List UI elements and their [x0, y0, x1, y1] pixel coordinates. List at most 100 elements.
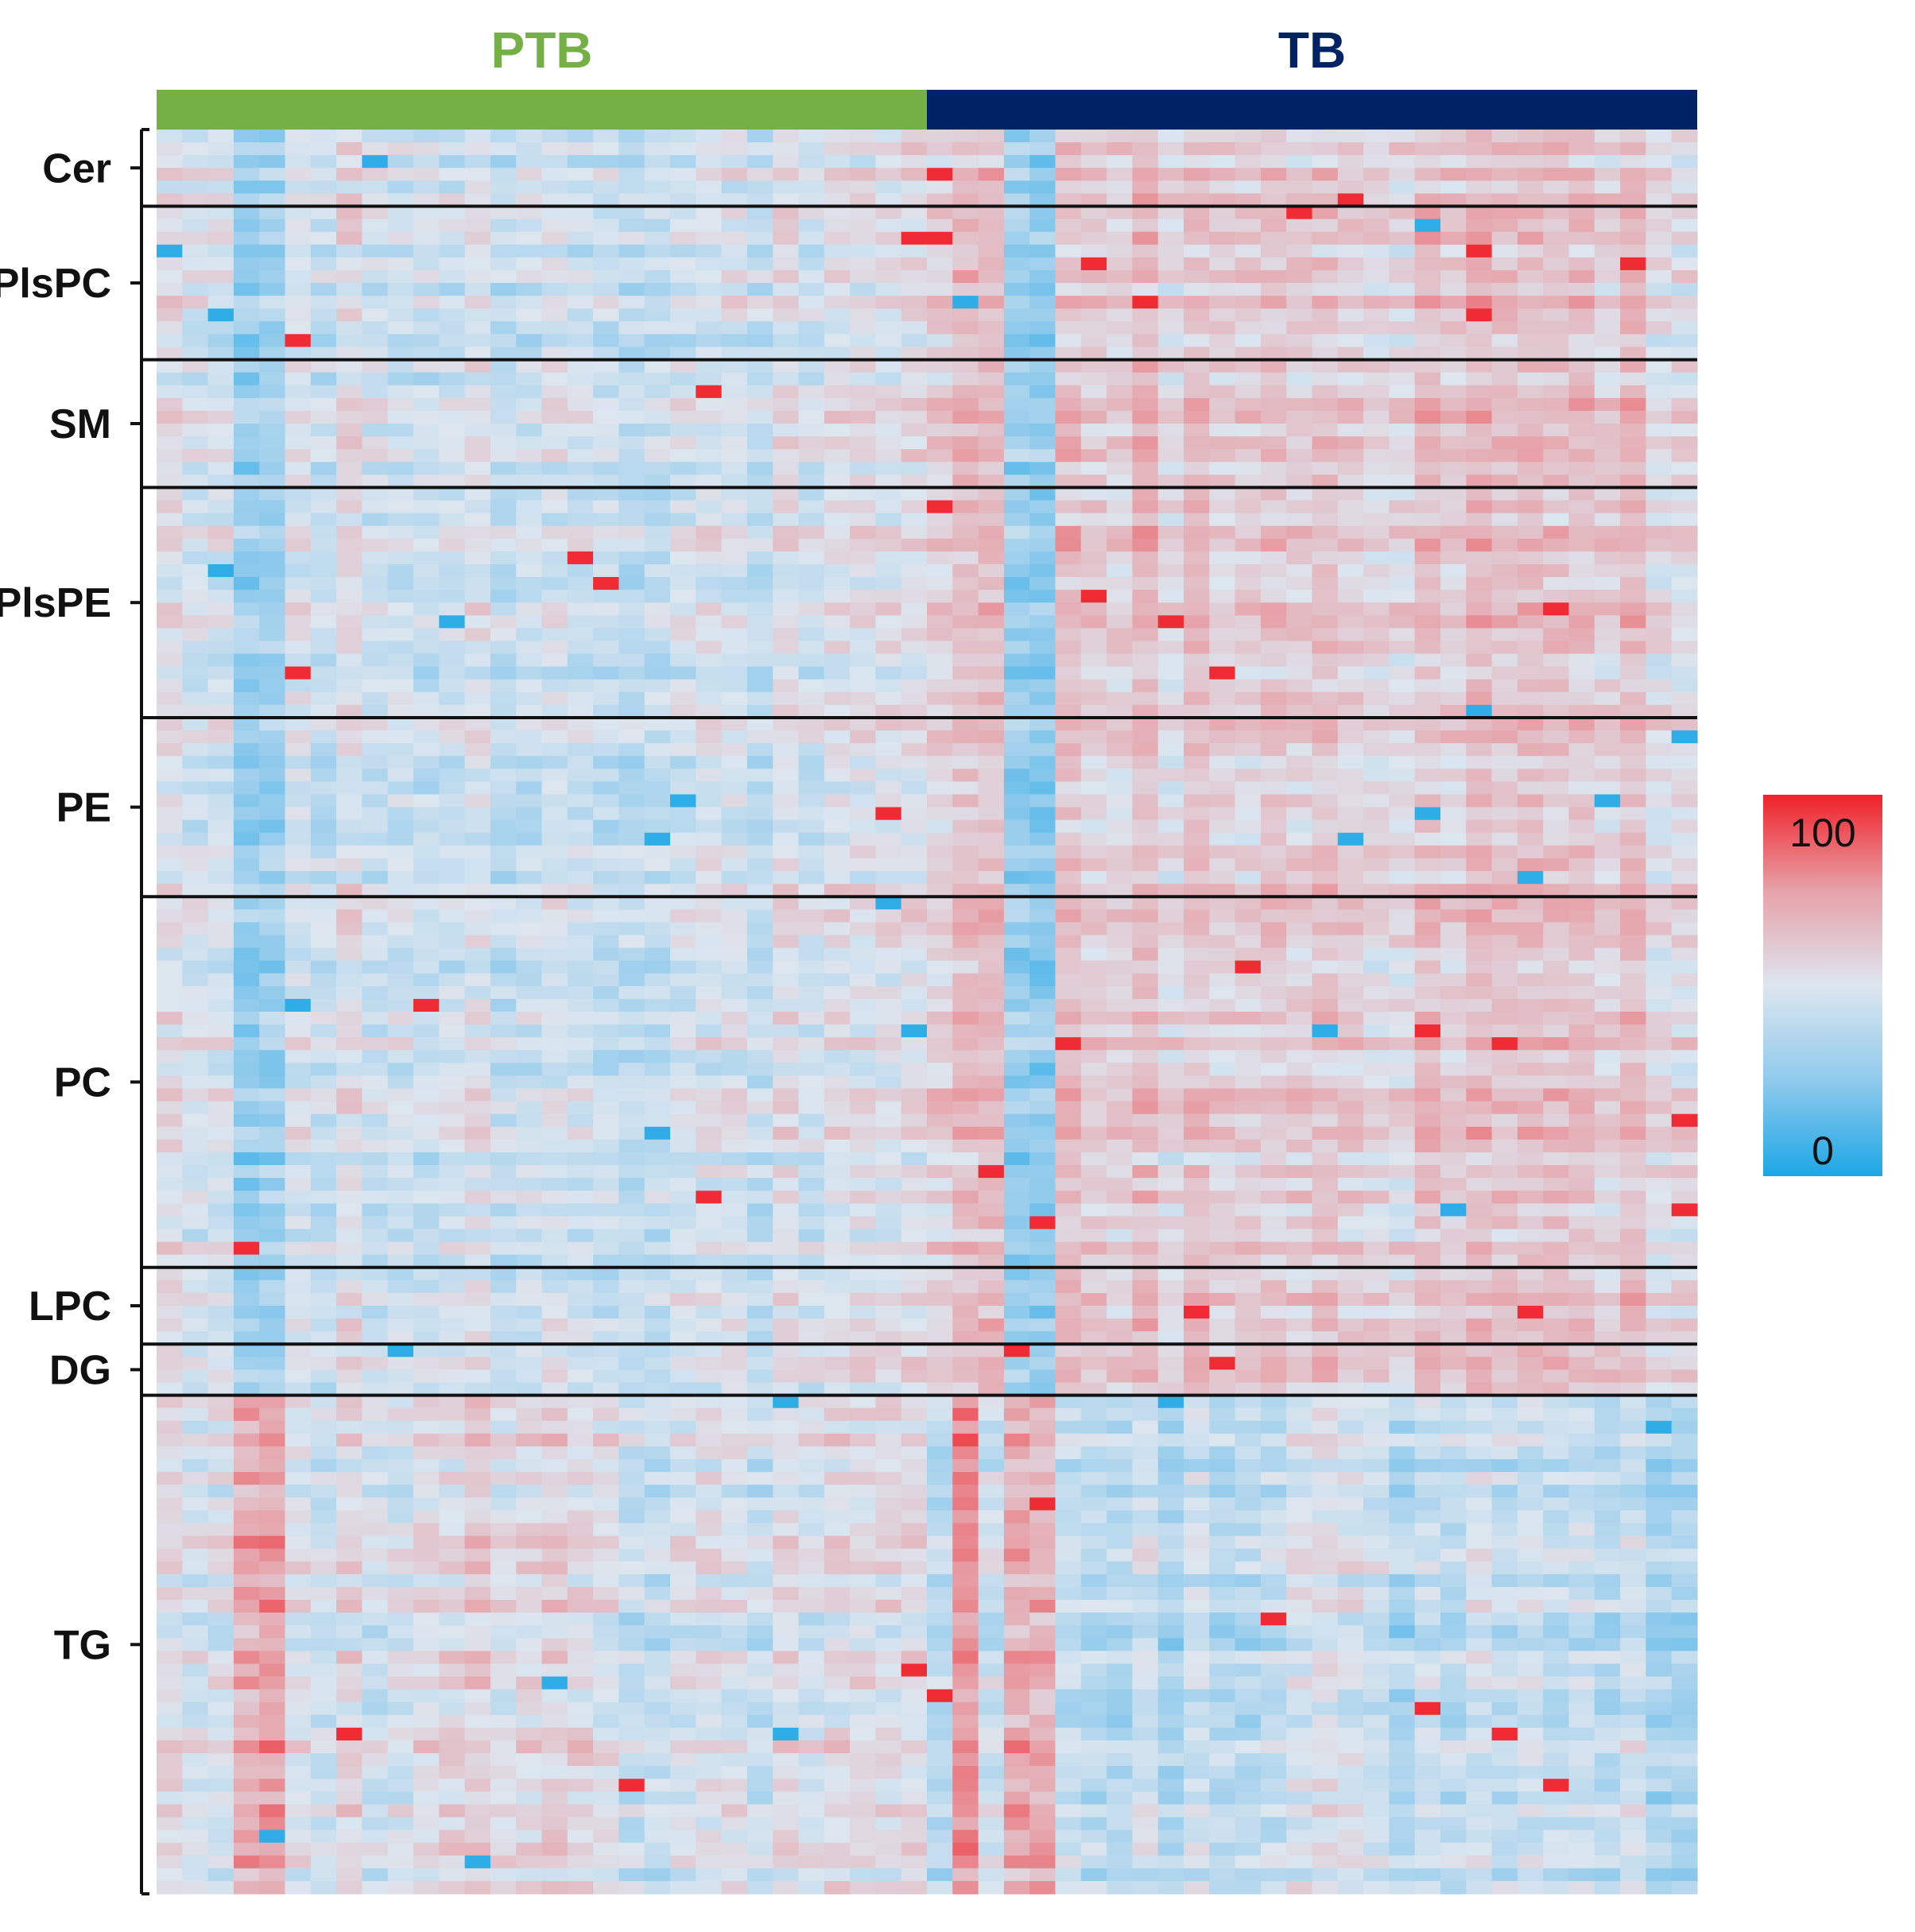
heatmap-cell	[1235, 922, 1262, 936]
heatmap-cell	[1414, 436, 1441, 450]
heatmap-cell	[1003, 219, 1030, 233]
heatmap-cell	[490, 385, 517, 399]
heatmap-cell	[875, 1050, 902, 1063]
heatmap-cell	[1080, 436, 1107, 450]
heatmap-cell	[696, 679, 723, 693]
heatmap-cell	[1235, 436, 1262, 450]
heatmap-cell	[644, 269, 671, 284]
heatmap-cell	[1440, 231, 1467, 246]
heatmap-cell	[1184, 244, 1210, 258]
heatmap-cell	[798, 525, 825, 540]
heatmap-cell	[824, 231, 851, 246]
heatmap-cell	[1491, 998, 1518, 1012]
heatmap-cell	[1466, 180, 1493, 195]
heatmap-cell	[1157, 871, 1184, 885]
heatmap-cell	[593, 1024, 619, 1038]
heatmap-cell	[1209, 1165, 1236, 1179]
heatmap-cell	[644, 1050, 671, 1063]
heatmap-cell	[1003, 257, 1030, 271]
heatmap-cell	[541, 628, 568, 642]
heatmap-cell	[567, 653, 594, 668]
heatmap-cell	[746, 283, 773, 296]
heatmap-cell	[773, 858, 800, 872]
heatmap-cell	[875, 845, 902, 859]
heatmap-cell	[1157, 730, 1184, 744]
heatmap-cell	[978, 807, 1005, 821]
heatmap-cell	[1646, 359, 1673, 374]
heatmap-cell	[593, 385, 619, 399]
heatmap-cell	[850, 500, 876, 514]
heatmap-cell	[516, 628, 543, 642]
heatmap-cell	[618, 807, 645, 821]
heatmap-cell	[439, 691, 466, 706]
heatmap-cell	[721, 525, 748, 540]
heatmap-cell	[1568, 628, 1595, 642]
heatmap-cell	[1029, 781, 1056, 796]
heatmap-cell	[1286, 1152, 1313, 1166]
heatmap-cell	[978, 219, 1005, 233]
heatmap-cell	[1594, 142, 1621, 156]
heatmap-cell	[387, 973, 414, 987]
heatmap-cell	[1132, 858, 1159, 872]
heatmap-cell	[1029, 449, 1056, 463]
heatmap-cell	[1337, 269, 1364, 284]
heatmap-cell	[1003, 615, 1030, 629]
heatmap-cell	[1029, 1063, 1056, 1077]
heatmap-cell	[1440, 935, 1467, 949]
heatmap-cell	[773, 1037, 800, 1051]
heatmap-cell	[1286, 590, 1313, 603]
heatmap-cell	[1337, 410, 1364, 424]
heatmap-cell	[362, 142, 389, 156]
heatmap-cell	[157, 691, 183, 706]
heatmap-cell	[1184, 628, 1210, 642]
heatmap-cell	[593, 410, 619, 424]
heatmap-cell	[567, 231, 594, 246]
heatmap-cell	[773, 807, 800, 821]
heatmap-cell	[362, 691, 389, 706]
heatmap-cell	[696, 474, 723, 489]
heatmap-cell	[670, 1165, 696, 1179]
heatmap-cell	[1312, 424, 1339, 437]
heatmap-cell	[1337, 1024, 1364, 1038]
heatmap-cell	[875, 909, 902, 923]
heatmap-cell	[336, 947, 362, 962]
heatmap-cell	[490, 960, 517, 974]
heatmap-cell	[1029, 935, 1056, 949]
heatmap-cell	[285, 832, 312, 846]
heatmap-cell	[1671, 244, 1698, 258]
heatmap-cell	[182, 397, 209, 412]
heatmap-cell	[618, 449, 645, 463]
heatmap-cell	[439, 155, 466, 168]
heatmap-cell	[824, 474, 851, 489]
heatmap-cell	[670, 513, 696, 527]
heatmap-cell	[1157, 973, 1184, 987]
heatmap-cell	[182, 858, 209, 872]
heatmap-cell	[336, 973, 362, 987]
heatmap-cell	[798, 397, 825, 412]
heatmap-cell	[1389, 922, 1416, 936]
heatmap-cell	[1646, 1075, 1673, 1090]
heatmap-cell	[285, 538, 312, 552]
heatmap-cell	[157, 180, 183, 195]
heatmap-cell	[978, 244, 1005, 258]
heatmap-cell	[413, 1139, 440, 1153]
heatmap-cell	[952, 960, 979, 974]
heatmap-cell	[1363, 257, 1390, 271]
heatmap-cell	[362, 1126, 389, 1140]
heatmap-cell	[464, 449, 491, 463]
heatmap-cell	[1337, 884, 1364, 897]
heatmap-cell	[567, 168, 594, 181]
heatmap-cell	[362, 1037, 389, 1051]
heatmap-cell	[1363, 985, 1390, 1000]
heatmap-cell	[1543, 819, 1570, 834]
heatmap-cell	[439, 410, 466, 424]
heatmap-cell	[1517, 691, 1544, 706]
heatmap-cell	[1157, 743, 1184, 757]
heatmap-cell	[439, 653, 466, 668]
heatmap-cell	[1466, 1088, 1493, 1102]
heatmap-cell	[1594, 922, 1621, 936]
heatmap-cell	[952, 436, 979, 450]
heatmap-cell	[541, 397, 568, 412]
heatmap-cell	[1543, 1139, 1570, 1153]
heatmap-cell	[1209, 130, 1236, 143]
